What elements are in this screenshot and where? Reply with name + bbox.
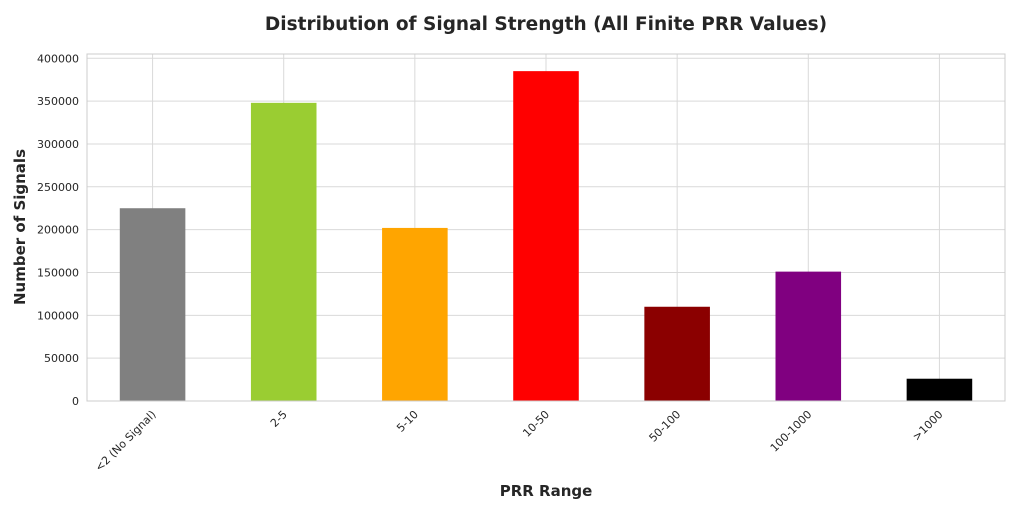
x-tick-label: 50-100 [647,408,684,445]
y-tick-label: 200000 [37,224,79,237]
x-tick-labels: <2 (No Signal) 2-5 5-10 10-50 50-100 100-1000… [93,408,946,474]
y-axis-label: Number of Signals [11,149,29,305]
y-tick-label: 150000 [37,266,79,279]
bar [250,102,317,401]
y-tick-label: 350000 [37,95,79,108]
y-tick-label: 50000 [44,352,79,365]
y-tick-labels: 0 50000 100000 150000 200000 250000 300000 3500… [37,52,79,408]
bar [775,271,842,401]
x-tick-label: 100-1000 [768,408,815,455]
y-tick-label: 250000 [37,181,79,194]
x-tick-label: <2 (No Signal) [93,408,159,474]
y-tick-label: 400000 [37,52,79,65]
bar [644,306,710,401]
bar [906,378,973,401]
chart-title: Distribution of Signal Strength (All Fin… [265,14,827,35]
plot-frame [86,53,1006,402]
y-tick-label: 100000 [37,309,79,322]
bar [119,208,186,401]
y-tick-label: 300000 [37,138,79,151]
bar [513,71,579,401]
x-axis-label: PRR Range [500,482,593,500]
x-tick-label: >1000 [910,408,946,444]
x-tick-label: 10-50 [520,408,552,440]
y-tick-label: 0 [72,395,79,408]
bar [382,227,448,401]
x-tick-label: 5-10 [394,408,421,435]
bars [119,71,973,401]
x-tick-label: 2-5 [268,408,290,430]
